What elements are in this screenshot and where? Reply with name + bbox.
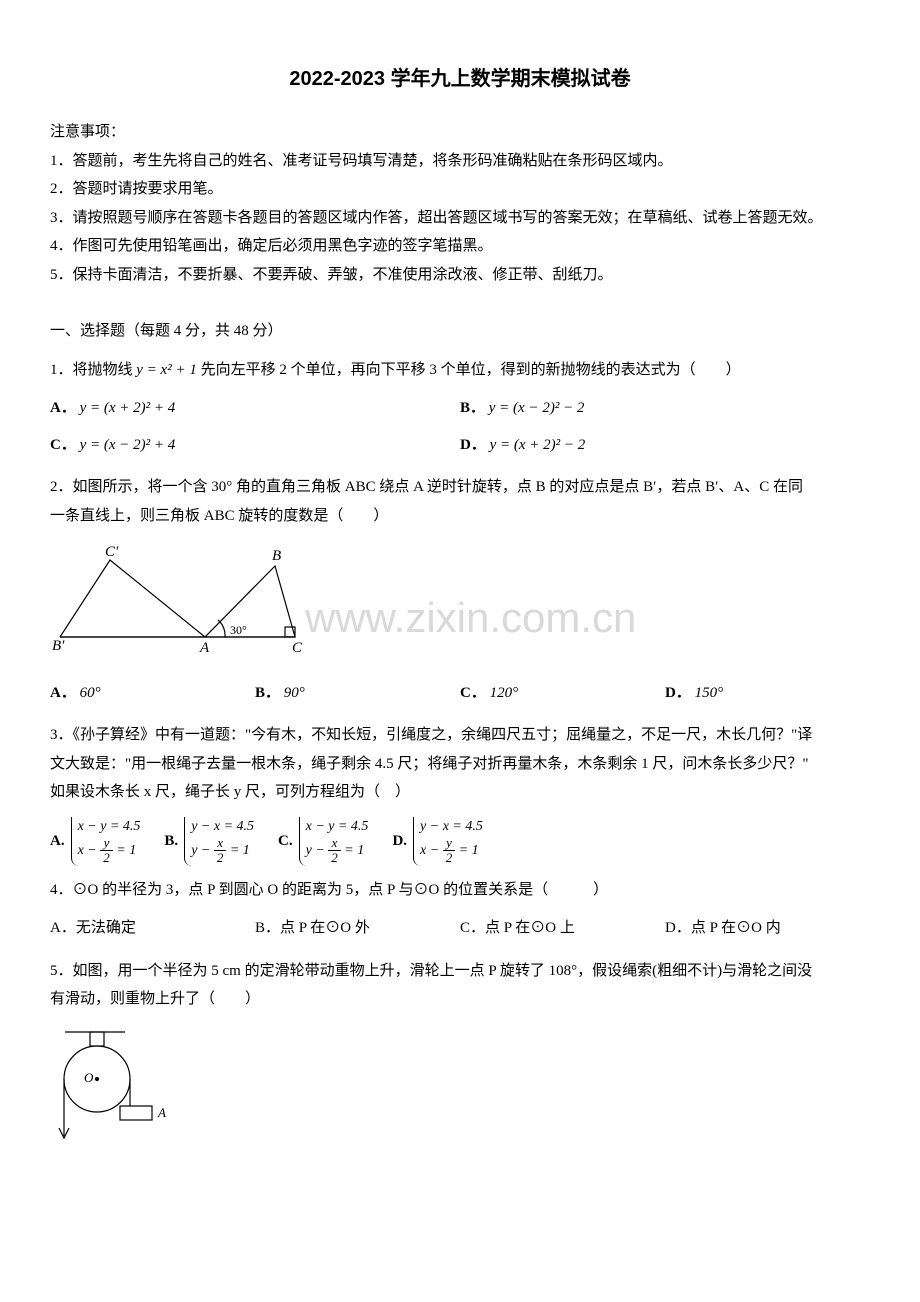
frac-num: x xyxy=(214,836,227,851)
q2-figure: C′ B′ A B C 30° www.zixin.com.cn xyxy=(50,542,870,663)
q5-stem-a: 5．如图，用一个半径为 5 cm 的定滑轮带动重物上升，滑轮上一点 P 旋转了 … xyxy=(50,957,870,986)
case-line-2-left: x − xyxy=(420,843,439,858)
q2-option-b: B． 90° xyxy=(255,675,460,712)
q2-stem-a: 2．如图所示，将一个含 30° 角的直角三角板 ABC 绕点 A 逆时针旋转，点… xyxy=(50,473,870,502)
q5-figure: O A xyxy=(50,1024,870,1155)
case-line-2-right: = 1 xyxy=(230,843,250,858)
frac-den: 2 xyxy=(443,851,456,865)
question-4: 4．⊙O 的半径为 3，点 P 到圆心 O 的距离为 5，点 P 与⊙O 的位置… xyxy=(50,876,870,947)
q4-stem: 4．⊙O 的半径为 3，点 P 到圆心 O 的距离为 5，点 P 与⊙O 的位置… xyxy=(50,876,870,905)
notice-item: 4．作图可先使用铅笔画出，确定后必须用黑色字迹的签字笔描黑。 xyxy=(50,232,870,261)
label-a: A xyxy=(157,1105,166,1120)
q3-stem-b: 文大致是："用一根绳子去量一根木条，绳子剩余 4.5 尺；将绳子对折再量木条，木… xyxy=(50,750,870,779)
option-eq: y = (x − 2)² + 4 xyxy=(80,437,176,453)
case-line-2-left: y − xyxy=(306,843,325,858)
option-eq: y = (x − 2)² − 2 xyxy=(489,400,585,416)
option-label: C. xyxy=(278,827,293,856)
q4-option-a: A．无法确定 xyxy=(50,910,255,947)
option-label: A. xyxy=(50,827,65,856)
option-val: 90° xyxy=(284,685,305,701)
q3-option-c: C. x − y = 4.5 y − x2 = 1 xyxy=(278,817,368,866)
option-label: B． xyxy=(255,685,280,701)
q1-stem-eq: y = x² + 1 xyxy=(136,362,197,378)
option-label: D． xyxy=(665,685,691,701)
option-label: A． xyxy=(50,685,76,701)
q1-option-a: A． y = (x + 2)² + 4 xyxy=(50,390,460,427)
option-eq: y = (x + 2)² + 4 xyxy=(80,400,176,416)
label-b: B xyxy=(272,548,281,564)
label-o: O xyxy=(84,1070,94,1085)
label-c-prime: C′ xyxy=(105,544,119,560)
q1-stem: 1．将抛物线 y = x² + 1 先向左平移 2 个单位，再向下平移 3 个单… xyxy=(50,356,870,385)
q1-stem-post: 先向左平移 2 个单位，再向下平移 3 个单位，得到的新抛物线的表达式为（ ） xyxy=(201,362,741,378)
label-angle-30: 30° xyxy=(230,623,247,637)
frac-den: 2 xyxy=(214,851,227,865)
case-line-2-right: = 1 xyxy=(459,843,479,858)
exam-title: 2022-2023 学年九上数学期末模拟试卷 xyxy=(50,60,870,98)
case-line-2-left: y − xyxy=(191,843,210,858)
question-2: 2．如图所示，将一个含 30° 角的直角三角板 ABC 绕点 A 逆时针旋转，点… xyxy=(50,473,870,711)
case-line-1: y − x = 4.5 xyxy=(191,819,254,834)
option-label: C． xyxy=(50,437,76,453)
option-label: A． xyxy=(50,400,76,416)
q3-options: A. x − y = 4.5 x − y2 = 1 B. y − x = 4.5… xyxy=(50,817,870,866)
case-line-2-right: = 1 xyxy=(344,843,364,858)
q4-option-c: C．点 P 在⊙O 上 xyxy=(460,910,665,947)
notice-item: 1．答题前，考生先将自己的姓名、准考证号码填写清楚，将条形码准确粘贴在条形码区域… xyxy=(50,147,870,176)
case-line-1: x − y = 4.5 xyxy=(306,819,369,834)
question-3: 3．《孙子算经》中有一道题："今有木，不知长短，引绳度之，余绳四尺五寸；屈绳量之… xyxy=(50,721,870,866)
question-5: 5．如图，用一个半径为 5 cm 的定滑轮带动重物上升，滑轮上一点 P 旋转了 … xyxy=(50,957,870,1155)
q2-stem-b: 一条直线上，则三角板 ABC 旋转的度数是（ ） xyxy=(50,502,870,531)
frac-den: 2 xyxy=(328,851,341,865)
label-c: C xyxy=(292,640,303,652)
q4-option-d: D．点 P 在⊙O 内 xyxy=(665,910,870,947)
q3-stem-a: 3．《孙子算经》中有一道题："今有木，不知长短，引绳度之，余绳四尺五寸；屈绳量之… xyxy=(50,721,870,750)
case-line-1: x − y = 4.5 xyxy=(78,819,141,834)
option-label: B. xyxy=(164,827,178,856)
question-1: 1．将抛物线 y = x² + 1 先向左平移 2 个单位，再向下平移 3 个单… xyxy=(50,356,870,464)
q2-option-c: C． 120° xyxy=(460,675,665,712)
option-label: D. xyxy=(392,827,407,856)
q3-option-b: B. y − x = 4.5 y − x2 = 1 xyxy=(164,817,254,866)
option-label: D． xyxy=(460,437,486,453)
frac-num: y xyxy=(100,836,113,851)
notice-item: 5．保持卡面清洁，不要折暴、不要弄破、弄皱，不准使用涂改液、修正带、刮纸刀。 xyxy=(50,261,870,290)
case-line-2-right: = 1 xyxy=(116,843,136,858)
label-b-prime: B′ xyxy=(52,638,65,652)
option-label: C． xyxy=(460,685,486,701)
option-val: 60° xyxy=(80,685,101,701)
q3-stem-c: 如果设木条长 x 尺，绳子长 y 尺，可列方程组为（ ） xyxy=(50,778,870,807)
case-line-2-left: x − xyxy=(78,843,97,858)
notice-item: 2．答题时请按要求用笔。 xyxy=(50,175,870,204)
q1-option-c: C． y = (x − 2)² + 4 xyxy=(50,427,460,464)
watermark-text: www.zixin.com.cn xyxy=(304,594,636,641)
option-label: B． xyxy=(460,400,485,416)
q4-option-b: B．点 P 在⊙O 外 xyxy=(255,910,460,947)
q3-option-a: A. x − y = 4.5 x − y2 = 1 xyxy=(50,817,140,866)
frac-num: y xyxy=(443,836,456,851)
notice-header: 注意事项： xyxy=(50,118,870,147)
q3-option-d: D. y − x = 4.5 x − y2 = 1 xyxy=(392,817,482,866)
q2-option-a: A． 60° xyxy=(50,675,255,712)
label-a: A xyxy=(199,640,210,652)
case-line-1: y − x = 4.5 xyxy=(420,819,483,834)
frac-den: 2 xyxy=(100,851,113,865)
notice-item: 3．请按照题号顺序在答题卡各题目的答题区域内作答，超出答题区域书写的答案无效；在… xyxy=(50,204,870,233)
option-val: 120° xyxy=(490,685,519,701)
q1-option-d: D． y = (x + 2)² − 2 xyxy=(460,427,870,464)
option-eq: y = (x + 2)² − 2 xyxy=(490,437,586,453)
q5-stem-b: 有滑动，则重物上升了（ ） xyxy=(50,985,870,1014)
section1-header: 一、选择题（每题 4 分，共 48 分） xyxy=(50,317,870,346)
frac-num: x xyxy=(328,836,341,851)
q2-option-d: D． 150° xyxy=(665,675,870,712)
q1-stem-pre: 1．将抛物线 xyxy=(50,362,136,378)
q1-option-b: B． y = (x − 2)² − 2 xyxy=(460,390,870,427)
option-val: 150° xyxy=(695,685,724,701)
